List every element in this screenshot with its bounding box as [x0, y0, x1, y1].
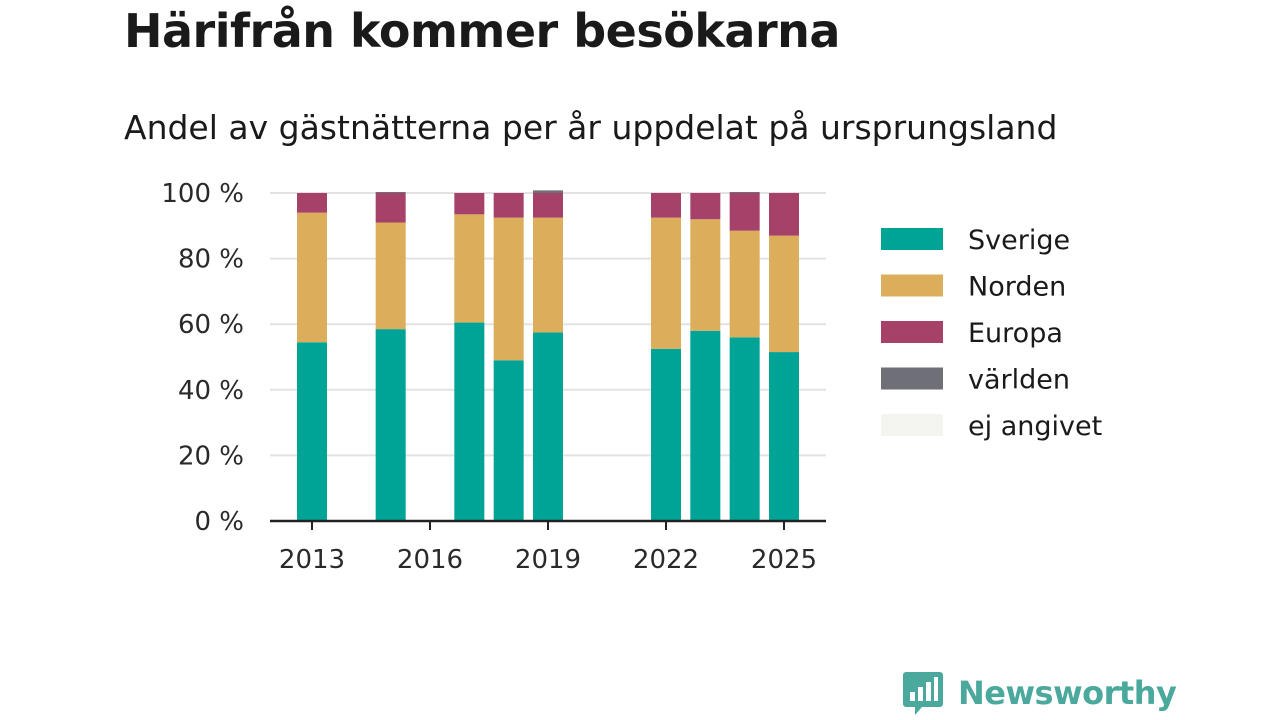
bar-segment — [769, 352, 799, 521]
bar-chart-speech-bubble-icon — [903, 672, 943, 715]
bar-segment — [729, 337, 760, 521]
bar-segment — [651, 217, 681, 349]
legend-label: Norden — [968, 272, 1066, 303]
bars — [297, 190, 799, 521]
brand-name: Newsworthy — [958, 674, 1177, 712]
y-tick-label: 100 % — [161, 179, 244, 209]
legend-swatch — [881, 228, 943, 250]
bar-segment — [454, 322, 485, 521]
bar-segment — [769, 235, 799, 353]
x-tick-label: 2019 — [515, 545, 581, 575]
legend-label: Sverige — [968, 225, 1070, 256]
legend-swatch — [881, 414, 943, 436]
x-tick-label: 2016 — [397, 545, 463, 575]
bar-segment — [729, 193, 760, 231]
bar-segment — [533, 332, 563, 521]
bar-segment — [769, 193, 799, 236]
bar-segment — [493, 360, 524, 521]
bar-segment — [454, 193, 485, 215]
bar-segment — [690, 219, 721, 331]
bar-segment — [375, 222, 406, 330]
bar-segment — [375, 192, 406, 193]
bar-segment — [375, 193, 406, 223]
bar-segment — [533, 217, 563, 333]
brand-logo: Newsworthy — [902, 670, 1177, 716]
y-tick-label: 40 % — [178, 376, 244, 406]
legend-label: världen — [968, 365, 1070, 396]
chart-subtitle: Andel av gästnätterna per år uppdelat på… — [124, 108, 1058, 147]
legend: Sverige Norden Europa världen ej angivet — [881, 225, 1102, 442]
legend-swatch — [881, 274, 943, 297]
bar-segment — [729, 192, 760, 193]
y-tick-label: 20 % — [178, 441, 244, 471]
legend-swatch — [881, 321, 943, 343]
y-tick-label: 0 % — [194, 507, 244, 537]
x-tick-label: 2013 — [279, 545, 345, 575]
legend-label: Europa — [968, 318, 1063, 349]
x-tick-label: 2022 — [633, 545, 699, 575]
bar-segment — [493, 217, 524, 361]
y-tick-label: 60 % — [178, 310, 244, 340]
bar-segment — [375, 329, 406, 521]
chart-title: Härifrån kommer besökarna — [124, 4, 840, 58]
bar-segment — [533, 193, 563, 218]
bar-segment — [493, 193, 524, 218]
y-tick-label: 80 % — [178, 245, 244, 275]
axes: 0 % 20 % 40 % 60 % 80 % 100 % 2013 2016 2019 2022… — [161, 179, 826, 575]
bar-segment — [297, 193, 327, 213]
bar-segment — [651, 348, 681, 521]
bar-segment — [690, 330, 721, 521]
bar-segment — [690, 193, 721, 220]
bar-segment — [297, 212, 327, 343]
bar-segment — [454, 214, 485, 323]
bar-segment — [729, 230, 760, 338]
legend-swatch — [881, 367, 943, 390]
legend-label: ej angivet — [968, 411, 1102, 442]
x-tick-label: 2025 — [751, 545, 817, 575]
bar-segment — [297, 342, 327, 521]
bar-segment — [533, 190, 563, 193]
bar-segment — [651, 193, 681, 218]
